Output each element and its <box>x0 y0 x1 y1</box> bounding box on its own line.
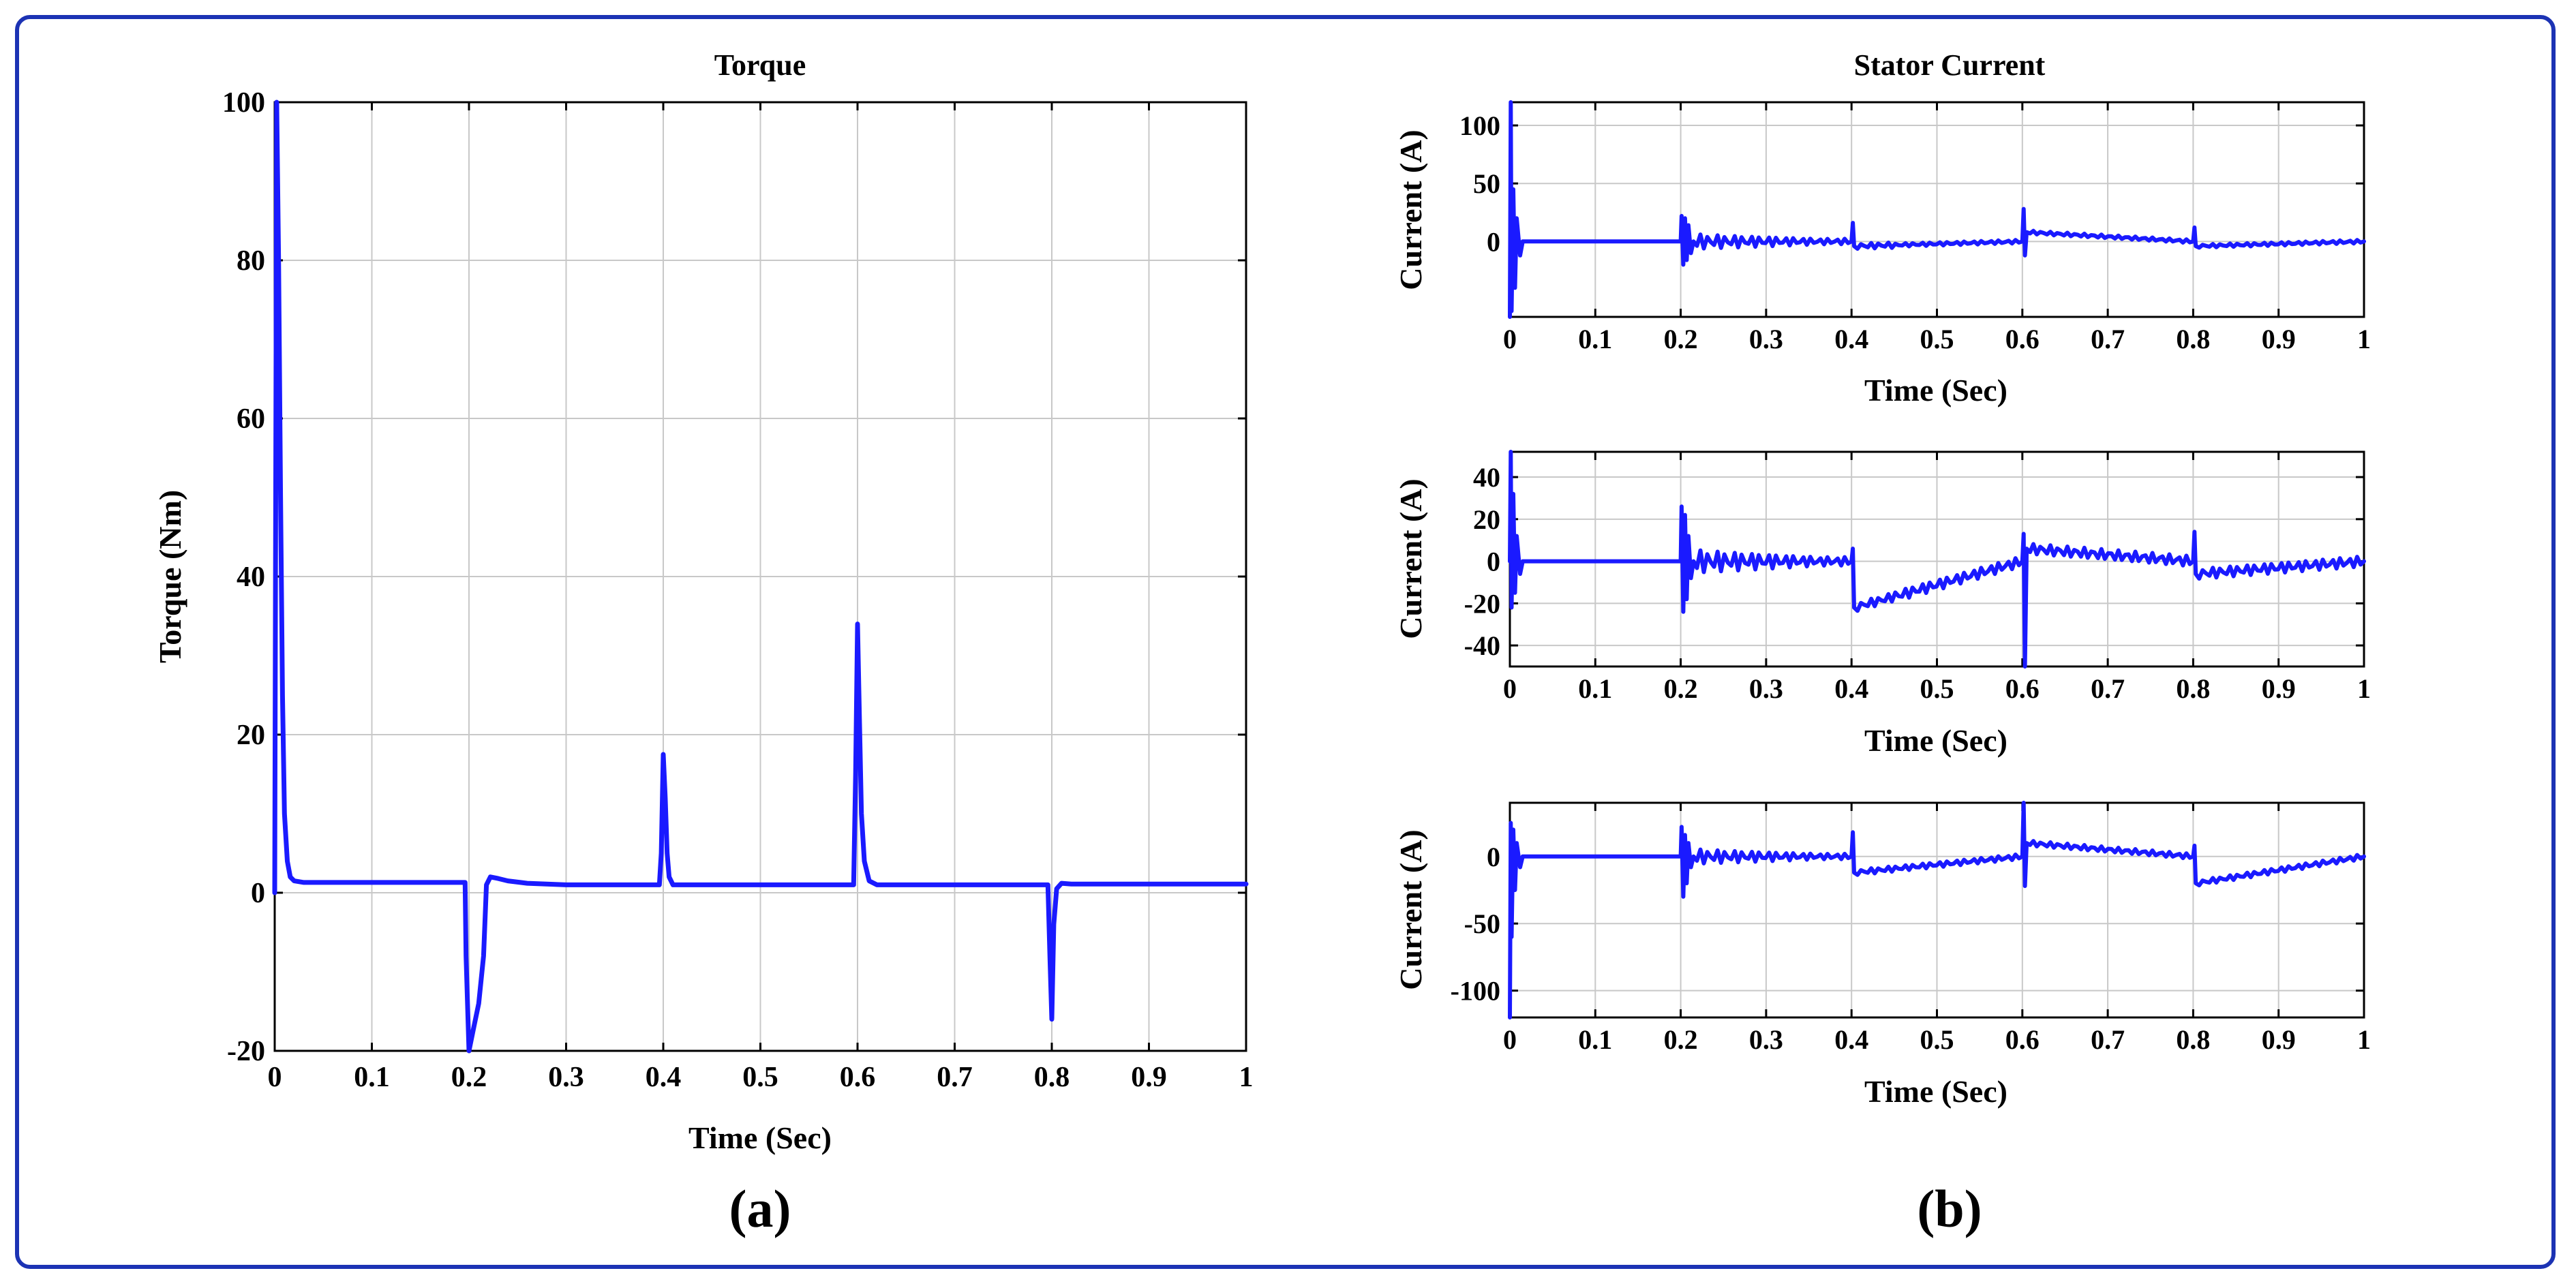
current-b-ytick-label: 20 <box>1473 504 1500 535</box>
current-a-xtick-label: 0.1 <box>1578 324 1612 354</box>
current-c-ytick-label: -50 <box>1464 908 1500 939</box>
current-c-xtick-label: 0.5 <box>1920 1024 1954 1055</box>
current-c-ylabel: Current (A) <box>1393 829 1428 990</box>
current-b-ylabel: Current (A) <box>1393 478 1428 639</box>
current-c-ytick-label: -100 <box>1451 976 1500 1007</box>
torque-xlabel: Time (Sec) <box>688 1120 832 1155</box>
torque-xtick-label: 0.9 <box>1131 1062 1167 1093</box>
stator-current-title: Stator Current <box>1854 48 2046 82</box>
current-a-xtick-label: 0.3 <box>1749 324 1783 354</box>
current-b-xtick-label: 1 <box>2357 673 2371 704</box>
stator-current-phase-a-plot: 0 0.1 0.2 0.3 0.4 0.5 0.6 0.7 0.8 0.9 1 100 50 0 Time… <box>1393 100 2371 408</box>
current-a-xtick-label: 0.2 <box>1664 324 1698 354</box>
torque-xtick-label: 0.7 <box>937 1062 973 1093</box>
stator-current-phase-b-plot: 0 0.1 0.2 0.3 0.4 0.5 0.6 0.7 0.8 0.9 1 40 20 0 -20 -40… <box>1393 450 2371 758</box>
current-a-xtick-label: 0.6 <box>2005 324 2040 354</box>
torque-ytick-label: -20 <box>227 1036 265 1067</box>
torque-xtick-label: 0.6 <box>840 1062 876 1093</box>
torque-xtick-label: 0.8 <box>1034 1062 1070 1093</box>
torque-ytick-label: 0 <box>251 878 265 909</box>
current-b-xtick-label: 0.2 <box>1664 673 1698 704</box>
current-c-xtick-label: 0.4 <box>1834 1024 1868 1055</box>
current-c-xtick-label: 0.6 <box>2005 1024 2040 1055</box>
current-c-xtick-label: 0.2 <box>1664 1024 1698 1055</box>
torque-xtick-label: 0.1 <box>354 1062 390 1093</box>
torque-xtick-label: 0.4 <box>646 1062 682 1093</box>
current-b-ytick-label: 40 <box>1473 462 1500 493</box>
torque-title: Torque <box>714 48 806 82</box>
current-a-xtick-label: 0.4 <box>1834 324 1868 354</box>
torque-ytick-label: 40 <box>237 562 265 593</box>
current-b-xtick-label: 0.7 <box>2091 673 2125 704</box>
current-a-ytick-label: 50 <box>1473 168 1500 199</box>
current-c-ytick-label: 0 <box>1487 842 1500 872</box>
current-b-ytick-label: 0 <box>1487 547 1500 577</box>
panel-label-a: (a) <box>729 1179 791 1238</box>
torque-series-line <box>272 99 1249 1054</box>
figure-frame <box>15 15 2556 1269</box>
current-b-ytick-label: -20 <box>1464 588 1500 619</box>
torque-ytick-label: 80 <box>237 245 265 277</box>
current-a-xtick-label: 0.5 <box>1920 324 1954 354</box>
current-b-xtick-label: 0.9 <box>2262 673 2296 704</box>
current-c-xtick-label: 1 <box>2357 1024 2371 1055</box>
current-c-xtick-label: 0.7 <box>2091 1024 2125 1055</box>
torque-xtick-label: 0.2 <box>451 1062 487 1093</box>
torque-ytick-label: 60 <box>237 403 265 435</box>
current-b-xtick-label: 0.5 <box>1920 673 1954 704</box>
current-c-xtick-label: 0.9 <box>2262 1024 2296 1055</box>
torque-xtick-label: 1 <box>1239 1062 1254 1093</box>
current-a-series-line <box>1508 100 2366 319</box>
current-b-xtick-label: 0 <box>1503 673 1517 704</box>
current-a-xtick-label: 1 <box>2357 324 2371 354</box>
current-b-series-line <box>1508 450 2366 669</box>
current-b-ytick-label: -40 <box>1464 630 1500 661</box>
torque-xtick-label: 0 <box>268 1062 282 1093</box>
current-b-xtick-label: 0.1 <box>1578 673 1612 704</box>
current-a-xtick-label: 0 <box>1503 324 1517 354</box>
torque-xtick-label: 0.3 <box>548 1062 584 1093</box>
torque-plot: Torque 0 0.1 0.2 0.3 0.4 0.5 0.6 0.7 0.8 0.9 1-200… <box>153 48 1254 1155</box>
current-a-xtick-label: 0.7 <box>2091 324 2125 354</box>
torque-ytick-label: 20 <box>237 720 265 751</box>
current-a-xtick-label: 0.9 <box>2262 324 2296 354</box>
current-a-ytick-label: 0 <box>1487 226 1500 257</box>
current-b-xlabel: Time (Sec) <box>1864 723 2007 758</box>
current-c-xtick-label: 0.3 <box>1749 1024 1783 1055</box>
panel-label-b: (b) <box>1917 1179 1982 1238</box>
current-c-xlabel: Time (Sec) <box>1864 1074 2007 1109</box>
stator-current-phase-c-plot: 0 0.1 0.2 0.3 0.4 0.5 0.6 0.7 0.8 0.9 1 0 -50 -100 Ti… <box>1393 801 2371 1109</box>
current-a-ylabel: Current (A) <box>1393 129 1428 290</box>
current-c-xtick-label: 0.1 <box>1578 1024 1612 1055</box>
current-a-xlabel: Time (Sec) <box>1864 373 2007 408</box>
current-b-xtick-label: 0.8 <box>2176 673 2210 704</box>
current-c-xtick-label: 0.8 <box>2176 1024 2210 1055</box>
current-a-xtick-label: 0.8 <box>2176 324 2210 354</box>
current-a-ytick-label: 100 <box>1459 110 1500 141</box>
current-c-series-line <box>1508 801 2366 1019</box>
current-b-xtick-label: 0.4 <box>1834 673 1868 704</box>
torque-ytick-label: 100 <box>222 87 265 119</box>
torque-ylabel: Torque (Nm) <box>153 490 187 663</box>
current-c-xtick-label: 0 <box>1503 1024 1517 1055</box>
current-b-xtick-label: 0.3 <box>1749 673 1783 704</box>
torque-xtick-label: 0.5 <box>742 1062 778 1093</box>
current-b-xtick-label: 0.6 <box>2005 673 2040 704</box>
